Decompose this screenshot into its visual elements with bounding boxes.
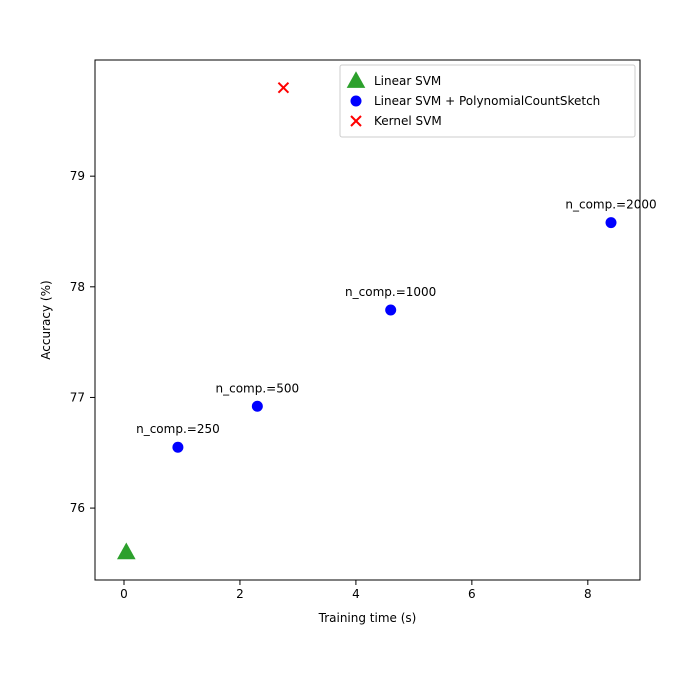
data-point: [385, 305, 396, 316]
x-axis-label: Training time (s): [318, 611, 417, 625]
point-annotation: n_comp.=250: [136, 422, 220, 436]
point-annotation: n_comp.=500: [216, 381, 300, 395]
data-point: [606, 217, 617, 228]
x-tick-label: 2: [236, 587, 244, 601]
data-point: [172, 442, 183, 453]
x-tick-label: 0: [120, 587, 128, 601]
data-point: [252, 401, 263, 412]
y-axis-label: Accuracy (%): [39, 280, 53, 359]
y-tick-label: 78: [70, 280, 85, 294]
scatter-chart: 0 2 4 6 8 Training time (s) 76 77 78 79 Accuracy (…: [0, 0, 700, 700]
point-annotation: n_comp.=2000: [565, 198, 656, 212]
legend-label: Kernel SVM: [374, 114, 442, 128]
legend-label: Linear SVM + PolynomialCountSketch: [374, 94, 600, 108]
data-point: [351, 96, 362, 107]
legend-label: Linear SVM: [374, 74, 441, 88]
x-tick-label: 8: [584, 587, 592, 601]
point-annotation: n_comp.=1000: [345, 285, 436, 299]
y-tick-label: 76: [70, 501, 85, 515]
x-tick-label: 6: [468, 587, 476, 601]
y-tick-label: 77: [70, 390, 85, 404]
y-tick-label: 79: [70, 169, 85, 183]
x-tick-label: 4: [352, 587, 360, 601]
